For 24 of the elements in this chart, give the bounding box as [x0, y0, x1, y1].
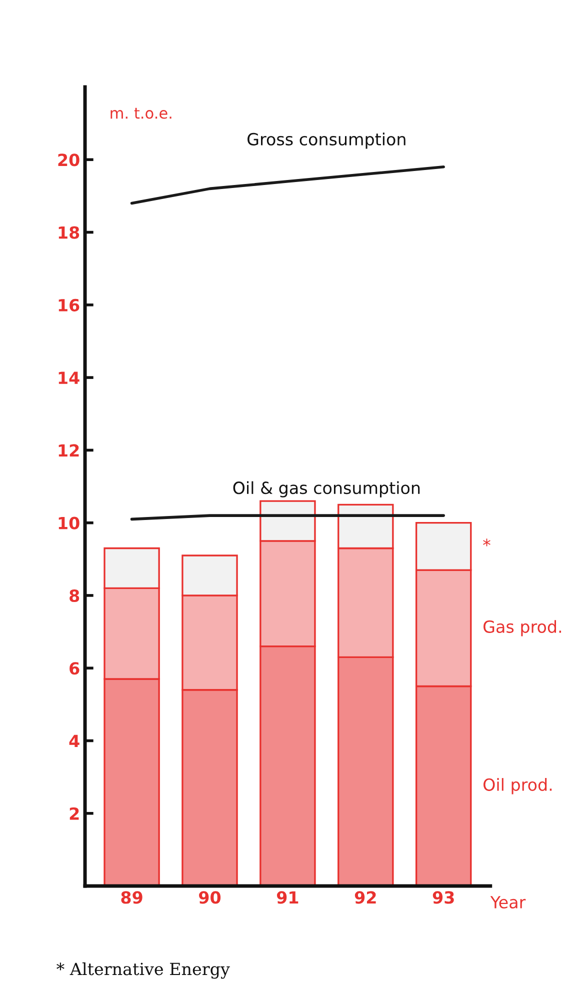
y-tick-label: 6 — [70, 662, 80, 675]
y-tick-label: 14 — [58, 372, 80, 384]
text: * Alternative Energy — [56, 962, 230, 979]
series-label: Gross consumption — [248, 132, 406, 149]
series-label: Oil & gas consumption — [233, 481, 420, 498]
x-tick-label: 90 — [199, 891, 221, 904]
x-tick-label: 92 — [354, 891, 376, 904]
y-tick-label: 2 — [70, 807, 79, 820]
x-tick-label: 91 — [276, 891, 298, 904]
x-axis-title: Year — [490, 896, 526, 908]
y-tick-label: 16 — [58, 298, 80, 312]
y-tick-label: 10 — [58, 516, 80, 530]
y-tick-label: 12 — [58, 444, 79, 457]
y-tick-label: 18 — [58, 226, 80, 239]
y-tick-label: 8 — [70, 589, 80, 602]
y-tick-label: 4 — [69, 734, 80, 748]
series-label: Oil prod. — [484, 778, 552, 794]
x-tick-label: 93 — [432, 891, 454, 904]
series-label: * — [483, 538, 490, 546]
x-tick-label: 89 — [121, 891, 142, 904]
y-tick-label: 20 — [58, 154, 80, 166]
line-series — [130, 166, 445, 205]
series-label: Gas prod. — [484, 620, 562, 636]
y-axis-title: m. t.o.e. — [110, 108, 172, 119]
